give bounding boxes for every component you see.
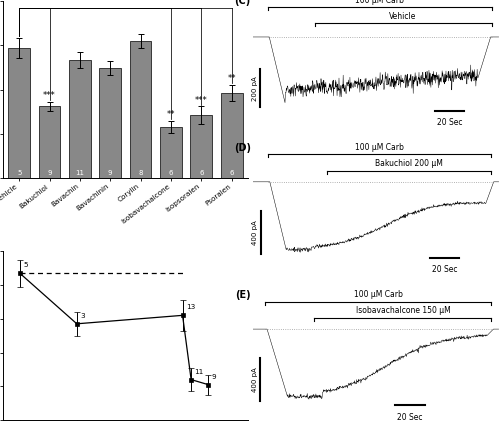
Text: (D): (D) (234, 143, 251, 153)
Text: (C): (C) (234, 0, 251, 6)
Text: Vehicle: Vehicle (390, 12, 417, 21)
Text: 100 μM Carb: 100 μM Carb (354, 290, 403, 299)
Text: 5: 5 (17, 170, 21, 176)
Text: 6: 6 (230, 170, 234, 176)
Text: Bakuchiol 200 μM: Bakuchiol 200 μM (375, 159, 443, 168)
Text: 20 Sec: 20 Sec (398, 413, 423, 421)
Text: 13: 13 (186, 304, 196, 310)
Text: (E): (E) (235, 290, 251, 300)
Text: 9: 9 (108, 170, 112, 176)
Text: 11: 11 (194, 368, 204, 375)
Bar (38, 107, 60, 179)
Bar (100, 68, 121, 179)
Text: 20 Sec: 20 Sec (432, 265, 458, 274)
Text: 100 μM Carb: 100 μM Carb (355, 0, 404, 5)
Text: 400 pA: 400 pA (252, 367, 258, 392)
Text: 100 μM Carb: 100 μM Carb (355, 143, 404, 152)
Bar (69, 60, 91, 179)
Bar (220, 93, 242, 179)
Text: 200 pA: 200 pA (252, 76, 258, 101)
Text: **: ** (228, 75, 236, 83)
Bar (190, 115, 212, 179)
Text: 9: 9 (48, 170, 52, 176)
Text: 8: 8 (138, 170, 143, 176)
Text: ***: *** (195, 96, 207, 105)
Bar (130, 41, 152, 179)
Text: 400 pA: 400 pA (252, 220, 258, 245)
Text: 20 Sec: 20 Sec (437, 118, 462, 127)
Text: 5: 5 (23, 262, 28, 268)
Text: 9: 9 (212, 373, 216, 380)
Text: 6: 6 (168, 170, 173, 176)
Text: 6: 6 (199, 170, 203, 176)
Text: 11: 11 (76, 170, 84, 176)
Text: 3: 3 (80, 313, 85, 319)
Text: **: ** (166, 110, 175, 119)
Text: ***: *** (43, 91, 56, 100)
Bar (8, 48, 30, 179)
Bar (160, 127, 182, 179)
Text: Isobavachalcone 150 μM: Isobavachalcone 150 μM (356, 306, 450, 315)
